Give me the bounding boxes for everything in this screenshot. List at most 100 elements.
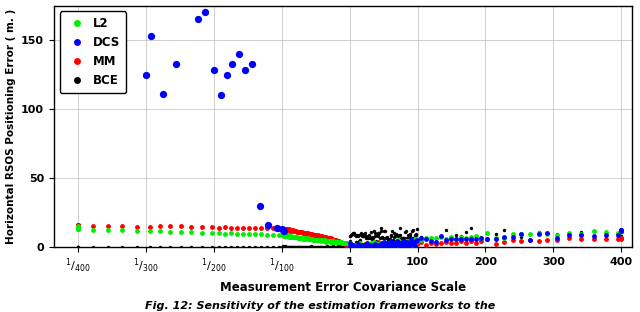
Point	[534, 230, 544, 235]
Point	[377, 245, 387, 250]
Point	[226, 225, 236, 230]
Point	[404, 241, 414, 246]
Point	[415, 234, 426, 239]
Point	[393, 233, 403, 238]
Point	[401, 241, 412, 246]
Point	[400, 243, 410, 248]
Point	[394, 242, 404, 247]
Point	[72, 245, 83, 250]
Point	[132, 245, 142, 250]
Point	[375, 244, 385, 249]
Point	[392, 238, 402, 243]
Point	[72, 245, 83, 250]
Point	[392, 239, 402, 244]
Point	[326, 239, 337, 244]
Point	[461, 235, 471, 240]
Point	[321, 245, 331, 250]
Point	[256, 245, 266, 250]
Point	[72, 224, 83, 229]
Point	[380, 244, 390, 249]
Point	[387, 245, 397, 250]
Point	[328, 237, 339, 242]
Point	[333, 238, 343, 243]
Point	[314, 234, 324, 239]
Point	[361, 243, 371, 248]
Point	[196, 225, 207, 230]
Point	[408, 238, 418, 243]
Point	[476, 238, 486, 243]
Point	[471, 236, 481, 241]
Point	[351, 234, 361, 239]
Point	[282, 233, 292, 238]
Point	[329, 237, 339, 242]
Point	[274, 244, 284, 249]
Point	[335, 240, 346, 245]
Point	[286, 234, 296, 239]
Point	[372, 244, 382, 249]
Point	[352, 244, 362, 249]
Point	[351, 245, 361, 250]
Point	[616, 236, 627, 241]
Point	[371, 241, 381, 246]
Point	[466, 225, 476, 230]
Point	[374, 243, 384, 248]
Point	[324, 239, 334, 244]
Point	[356, 243, 366, 248]
Point	[305, 244, 315, 249]
Point	[88, 227, 98, 232]
Point	[397, 236, 407, 241]
Point	[345, 241, 355, 246]
Point	[372, 245, 383, 250]
Point	[325, 240, 335, 245]
Point	[300, 236, 310, 241]
Point	[301, 244, 311, 249]
Point	[301, 244, 312, 249]
Point	[372, 244, 383, 249]
Point	[155, 224, 165, 229]
Point	[369, 242, 380, 247]
Point	[311, 238, 321, 243]
Point	[393, 238, 403, 243]
Point	[73, 227, 83, 232]
Point	[316, 245, 326, 250]
Point	[616, 235, 627, 240]
Point	[312, 233, 322, 238]
Point	[401, 236, 412, 241]
Point	[226, 245, 236, 250]
Point	[331, 240, 341, 245]
Point	[220, 225, 230, 230]
Point	[262, 226, 273, 231]
Point	[226, 231, 236, 236]
Point	[303, 231, 313, 236]
Point	[588, 234, 598, 239]
X-axis label: Measurement Error Covariance Scale: Measurement Error Covariance Scale	[220, 281, 466, 294]
Point	[403, 240, 413, 245]
Point	[331, 237, 341, 242]
Point	[343, 241, 353, 246]
Point	[367, 243, 377, 248]
Point	[345, 245, 355, 250]
Point	[256, 232, 266, 237]
Point	[263, 223, 273, 228]
Point	[426, 236, 436, 241]
Point	[72, 223, 83, 228]
Point	[292, 235, 302, 240]
Point	[348, 242, 358, 247]
Point	[376, 245, 386, 250]
Point	[207, 231, 217, 236]
Point	[324, 244, 334, 249]
Point	[616, 228, 627, 233]
Point	[357, 245, 367, 250]
Point	[380, 245, 390, 250]
Point	[214, 231, 224, 236]
Point	[145, 244, 155, 249]
Point	[321, 239, 331, 244]
Point	[461, 240, 471, 245]
Point	[490, 242, 500, 247]
Point	[446, 237, 456, 242]
Point	[613, 230, 623, 235]
Point	[88, 245, 98, 250]
Point	[314, 237, 324, 242]
Point	[542, 237, 552, 242]
Point	[285, 228, 296, 233]
